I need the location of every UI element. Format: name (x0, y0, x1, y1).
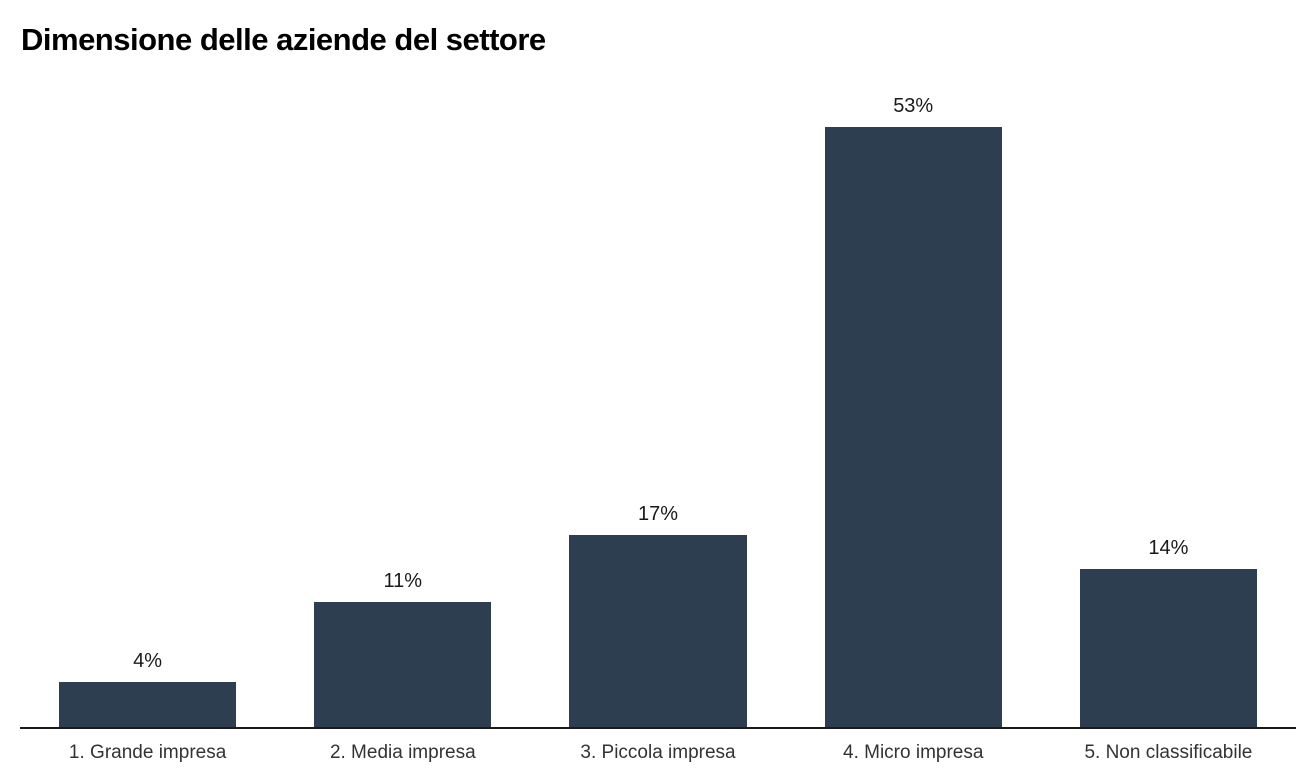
bar-value-label: 14% (1148, 537, 1189, 559)
x-axis-label: 4. Micro impresa (843, 742, 984, 763)
plot-area: 4% 11% 17% 53% 14% 1. Grande impresa 2. Media… (20, 93, 1296, 765)
bar-column: 11% (275, 93, 530, 727)
x-axis-labels: 1. Grande impresa 2. Media impresa 3. Picc… (20, 729, 1296, 765)
bar (824, 127, 1002, 727)
bar-column: 17% (530, 93, 785, 727)
bar (1079, 569, 1257, 727)
x-axis-label: 3. Piccola impresa (580, 742, 736, 763)
bar (314, 602, 492, 727)
bar-value-label: 53% (893, 95, 934, 117)
chart-title: Dimensione delle aziende del settore (21, 22, 546, 57)
bar-value-label: 4% (133, 650, 163, 672)
x-axis-label: 2. Media impresa (329, 742, 476, 763)
bar-column: 4% (20, 93, 275, 727)
bars-row: 4% 11% 17% 53% 14% (20, 93, 1296, 727)
bar (569, 535, 747, 727)
bar-column: 14% (1041, 93, 1296, 727)
x-axis-label: 1. Grande impresa (68, 742, 227, 763)
x-axis-line (20, 727, 1296, 729)
bar-value-label: 11% (383, 570, 423, 592)
x-axis-label: 5. Non classificabile (1084, 742, 1253, 763)
bar (59, 682, 237, 727)
bar-column: 53% (786, 93, 1041, 727)
bar-value-label: 17% (637, 503, 679, 525)
